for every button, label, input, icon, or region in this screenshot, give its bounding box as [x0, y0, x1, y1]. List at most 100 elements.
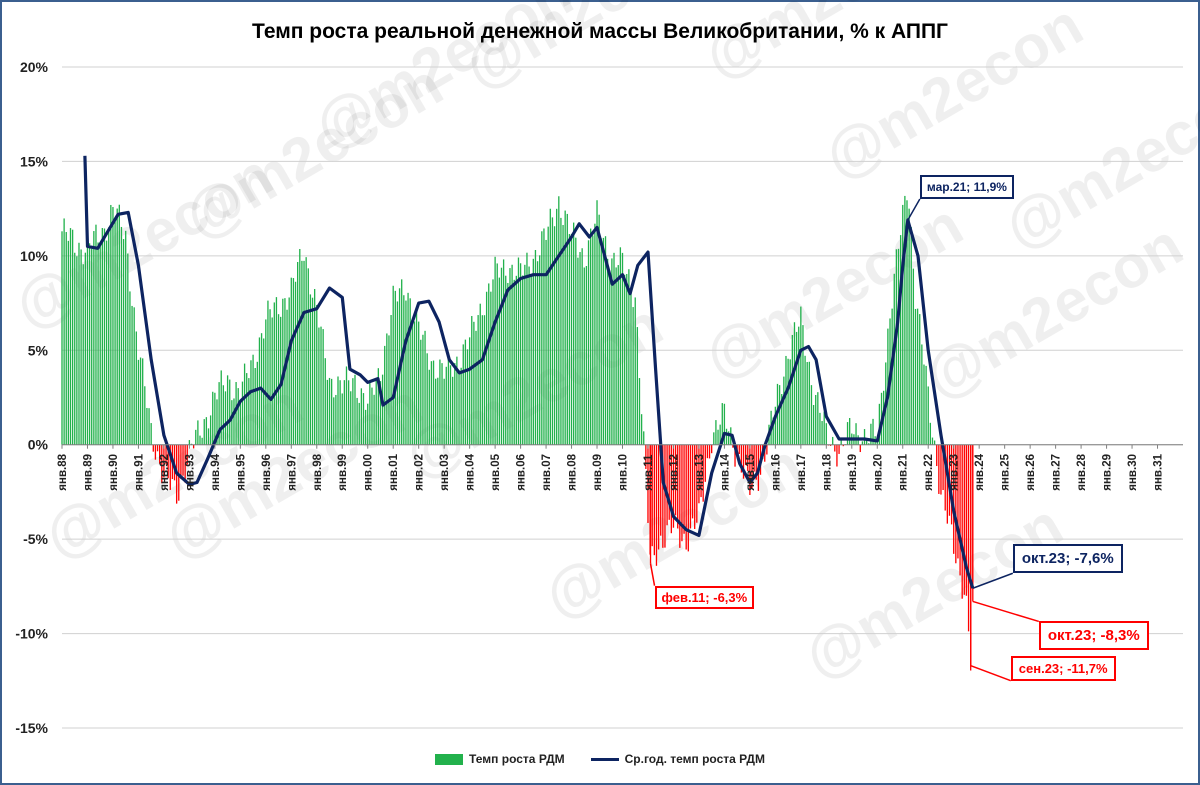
x-tick-label: янв.22	[923, 454, 935, 491]
bar	[195, 429, 197, 445]
bar	[88, 243, 91, 445]
bar	[791, 334, 794, 445]
bar	[411, 320, 413, 445]
x-tick-label: янв.98	[312, 453, 324, 490]
bar	[587, 240, 590, 445]
bar	[927, 386, 929, 445]
bar	[369, 381, 371, 445]
bar	[753, 444, 755, 472]
bar	[528, 266, 530, 445]
bar	[275, 297, 278, 445]
legend-item-line: Ср.год. темп роста РДМ	[590, 752, 765, 766]
bar	[872, 418, 874, 445]
bar	[61, 231, 63, 445]
bar	[545, 239, 547, 445]
bar	[551, 217, 554, 445]
bar	[445, 366, 447, 445]
bar	[345, 366, 348, 445]
bar	[967, 444, 970, 632]
bar	[929, 422, 932, 445]
x-tick-label: янв.88	[57, 453, 69, 490]
axes: 20% 15% 10% 5% 0% -5% -10% -15% янв.88 янв.89 янв.…	[15, 59, 1183, 736]
bar	[836, 444, 838, 467]
bar	[163, 444, 165, 478]
annotation-leader	[970, 664, 1012, 682]
bar	[672, 444, 675, 528]
bar	[541, 231, 543, 445]
bar	[950, 444, 953, 525]
bar	[553, 226, 556, 445]
bar	[702, 444, 704, 502]
bar	[575, 237, 577, 445]
bar	[647, 444, 649, 523]
bar	[142, 358, 144, 445]
x-tick-label: янв.95	[235, 453, 247, 490]
bar	[86, 236, 89, 445]
bar	[316, 304, 318, 445]
bar	[269, 309, 271, 445]
bar	[297, 261, 299, 445]
bar	[725, 428, 728, 445]
legend-label-bars: Темп роста РДМ	[469, 752, 565, 766]
bar	[530, 275, 532, 445]
bar	[82, 264, 84, 445]
bar	[502, 259, 505, 445]
bar	[861, 441, 864, 445]
bar	[594, 223, 596, 445]
bar	[630, 289, 632, 445]
bar	[579, 252, 581, 445]
bar	[666, 444, 668, 526]
bar	[432, 360, 435, 445]
bar	[381, 374, 384, 445]
bar	[456, 356, 458, 445]
bar	[568, 234, 571, 445]
bar	[524, 264, 526, 445]
bar	[252, 354, 254, 445]
bar	[71, 229, 74, 445]
bar	[290, 277, 292, 445]
bar	[415, 309, 418, 445]
bar	[354, 374, 356, 445]
bar	[328, 377, 331, 445]
bar	[899, 235, 902, 445]
bar	[681, 444, 683, 542]
bar	[846, 422, 849, 445]
bar	[188, 440, 191, 445]
bar	[386, 333, 388, 445]
bar	[755, 444, 757, 480]
bar	[609, 274, 611, 445]
bar	[581, 248, 583, 445]
bar	[955, 444, 957, 564]
bar	[483, 315, 486, 445]
bar	[322, 329, 324, 445]
bar	[437, 377, 439, 445]
bar	[67, 240, 70, 445]
bar	[789, 359, 791, 445]
x-tick-label: янв.21	[898, 453, 910, 490]
bar	[214, 392, 216, 445]
bar	[394, 290, 396, 445]
bar	[611, 258, 613, 445]
bar	[76, 256, 78, 445]
bar	[970, 444, 972, 666]
bar	[923, 364, 925, 445]
bar	[441, 363, 443, 445]
bar	[677, 444, 679, 529]
x-tick-label: янв.91	[133, 453, 145, 490]
x-tick-label: янв.24	[974, 453, 986, 490]
bar	[384, 345, 386, 445]
bar	[902, 204, 904, 445]
bar	[957, 444, 959, 559]
bar	[388, 335, 390, 445]
bar	[723, 403, 726, 445]
bar	[507, 282, 509, 445]
bar	[685, 444, 687, 550]
bar	[301, 260, 303, 445]
bar	[698, 444, 700, 504]
bar	[156, 444, 159, 452]
bar	[333, 397, 335, 445]
x-tick-label: янв.92	[159, 454, 171, 491]
bar	[592, 235, 594, 445]
bar	[237, 388, 239, 445]
bar	[670, 444, 672, 534]
